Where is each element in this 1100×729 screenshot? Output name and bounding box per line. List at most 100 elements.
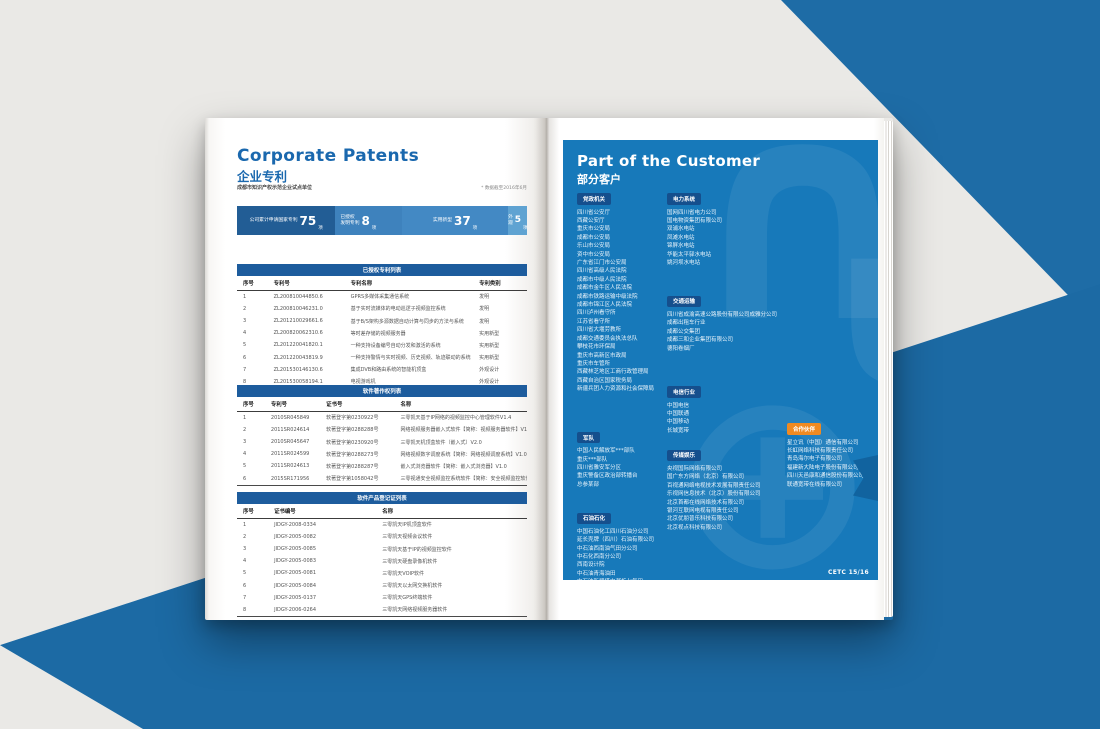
category-badge: 军队 (577, 431, 601, 444)
table-cell: ZL201220041820.1 (273, 342, 323, 349)
table-cell: 8 (237, 603, 273, 618)
stats-num: 37 (454, 213, 471, 228)
table-cell: 三零凯天基于IP网络的视频监控中心管理软件V1.4 (400, 415, 512, 422)
table-row: 6 JIDGY-2005-0084 三零凯天以太网交换机软件 (237, 580, 527, 592)
customer-item: 资中市公安局 (577, 251, 611, 258)
table-cell: 发明 (479, 318, 490, 325)
table-cell: 一种支持设备编号自动分发和激活的系统 (350, 342, 441, 349)
table-cell: 集成DVB和路由系统的智能机顶盒 (350, 367, 427, 374)
table-cell: 2011SR024614 (270, 426, 310, 433)
table-cell: 基于实时流媒体的电动巡逻子视频监控系统 (350, 306, 446, 313)
table-cell: ZL200810044850.6 (273, 293, 323, 300)
customer-item: 西藏林芝地区工商行政管理局 (577, 369, 649, 376)
table-cell: JIDGY-2005-0083 (274, 558, 317, 565)
page-stack-edges (884, 120, 893, 618)
customer-item: 姚河坝水电站 (667, 260, 701, 267)
customer-column-2: 电力系统 国网四川省电力公司 国电物资集团有限公司 双浦水电站 凤滩水电站 锦屏水电站 华能… (667, 186, 787, 532)
stats-segment: 外观 5 项 (508, 206, 527, 235)
stats-label: 公司累计申请国家专利 (249, 217, 298, 223)
customer-item: 成都市中级人民法院 (577, 276, 627, 283)
stats-unit: 项 (318, 226, 323, 231)
table-cell: 等时差存储的视频服务器 (350, 330, 406, 337)
stats-label: 实用新型 (432, 217, 453, 223)
table-cell: 7 (243, 594, 247, 601)
customer-column-1: 党政机关 四川省公安厅 西藏公安厅 重庆市公安局 成都市公安局 乐山市公安局 资中市公安局广… (577, 186, 667, 580)
customer-item: 央视国际网络有限公司 (667, 465, 723, 472)
column-header: 名称 (398, 397, 527, 412)
customer-section: 电力系统 国网四川省电力公司 国电物资集团有限公司 双浦水电站 凤滩水电站 锦屏水电站 华能… (667, 186, 787, 267)
stats-unit: 项 (472, 226, 478, 231)
column-header: 专利号 (271, 276, 349, 291)
customer-item: 成都交通委员会执法总队 (577, 335, 638, 342)
table-cell: 三零视通安全视频监控系统软件【简称：安全视频监控软件】V2.0 (398, 472, 527, 486)
customer-item: 西南设计院 (577, 562, 605, 569)
customer-item: 四川省大堰劳教所 (577, 327, 622, 334)
table-cell: 发明 (479, 306, 490, 313)
customer-item: 北京视点科技有限公司 (667, 524, 723, 531)
customer-item: 星立讯（中国）通信有限公司 (787, 439, 859, 446)
table-cell: 嵌入式浏览器软件【简称：嵌入式浏览器】V1.0 (400, 463, 507, 470)
customer-item: 联通宽带在线有限公司 (787, 481, 843, 488)
table-row: 3 2010SR045647 软著登字第0230920号 三零凯天机顶盒软件（嵌入式）… (237, 436, 527, 448)
table-row: 8 JIDGY-2006-0264 三零凯天网络视频服务器软件 (237, 603, 527, 618)
customer-item: 重庆***部队 (577, 456, 608, 463)
table-row: 4 2011SR024599 软著登字第0288273号 网络视频数字调度系统【简称：… (237, 448, 527, 460)
table-cell: 4 (243, 558, 247, 565)
software-product-cert-table: 软件产品登记证列表 序号 证书编号 名称 1 JIDGY-2008-0334 三零凯天IP机… (237, 492, 527, 618)
customer-item: 锦屏水电站 (667, 243, 695, 250)
table-cell: JIDGY-2006-0264 (272, 603, 381, 618)
customer-item: 银河互联网电视有限责任公司 (667, 507, 739, 514)
table-cell: 1 (243, 521, 247, 528)
table-row: 2 2011SR024614 软著登字第0288288号 网络视频服务器嵌入式软件【简… (237, 424, 527, 436)
customer-item: 江苏省看守所 (577, 318, 611, 325)
table-row: 1 JIDGY-2008-0334 三零凯天IP机顶盒软件 (237, 518, 527, 531)
table-cell: 2 (243, 305, 247, 312)
table-cell: 软著登字第1058042号 (324, 472, 399, 486)
customer-item: 成都市铁路运输中级法院 (577, 293, 638, 300)
table-row: 1 ZL200810044850.6 GPRS多媒体采集通信系统 发明 (237, 290, 527, 303)
customer-item: 中国人民解放军***部队 (577, 448, 635, 455)
table-cell: 1 (243, 414, 247, 421)
customer-item: 百视通网络电视技术发展有限责任公司 (667, 482, 761, 489)
table-cell: 3 (243, 318, 247, 325)
software-copyright-table: 软件著作权列表 序号 专利号 证书号 名称 1 2010SR045849 软著登字第02309… (237, 385, 527, 486)
stats-unit: 项 (371, 226, 377, 231)
table-cell: 三零凯天VOIP软件 (382, 570, 425, 577)
table-cell: JIDGY-2005-0081 (274, 570, 317, 577)
table-cell: 三零凯天视频会议软件 (382, 534, 433, 541)
brochure-spread: Corporate Patents 企业专利 成都市知识产权示范企业试点单位 *… (205, 118, 893, 620)
customer-item: 长虹网络科技有限责任公司 (787, 448, 854, 454)
stats-segment: 实用新型 37 项 (401, 206, 509, 235)
category-badge: 电力系统 (667, 193, 702, 205)
table-cell: 2011SR024613 (270, 463, 310, 470)
column-header: 名称 (380, 504, 527, 519)
table-cell: 软著登字第0288288号 (326, 427, 379, 434)
customer-item: 广东省江门市公安局 (577, 260, 627, 267)
category-badge: 石油石化 (577, 512, 612, 524)
table-row: 6 2015SR171956 软著登字第1058042号 三零视通安全视频监控系统软件… (237, 472, 527, 486)
table-cell: ZL200810046231.0 (273, 305, 323, 312)
customer-item: 四川省高级人民法院 (577, 268, 627, 275)
table-cell: 2 (243, 533, 247, 540)
customer-item: 成都市金牛区人民法院 (577, 285, 633, 292)
customer-item: 福建新大陆电子股份有限公司 (787, 464, 859, 471)
table-cell: 3 (243, 546, 247, 553)
table-cell: 2011SR024599 (270, 451, 310, 458)
table-cell: 网络视频服务器嵌入式软件【简称：视频服务器软件】V1.0 (400, 427, 527, 434)
table-cell: JIDGY-2008-0334 (274, 521, 317, 528)
customer-item: 四川省成渝高速公路股份有限公司成雅分公司 (667, 312, 778, 319)
category-badge: 交通运输 (667, 295, 702, 308)
table-cell: 网络视频数字调度系统【简称：网络视频调度系统】V1.0 (400, 451, 527, 458)
table-cell: ZL200820062310.6 (273, 330, 323, 337)
table-title: 软件著作权列表 (237, 385, 527, 398)
customer-item: 西藏自治区国家税务局 (577, 377, 633, 384)
table-cell: 6 (243, 354, 247, 361)
stats-unit: 项 (523, 226, 527, 231)
right-page: ∩ ⊕ ∪ Part of the Customer 部分客户 党政机关四川省公… (546, 118, 884, 620)
table-cell: 7 (243, 366, 247, 373)
customer-item: 重庆市高新区市政局 (577, 352, 627, 359)
customer-item: 双浦水电站 (667, 226, 695, 233)
table-cell: 软著登字第0230920号 (326, 439, 379, 446)
customer-section: 电信行业 中国电信 中国联通 中国移动 长城宽带 (667, 379, 787, 435)
table-cell: 5 (243, 570, 247, 577)
